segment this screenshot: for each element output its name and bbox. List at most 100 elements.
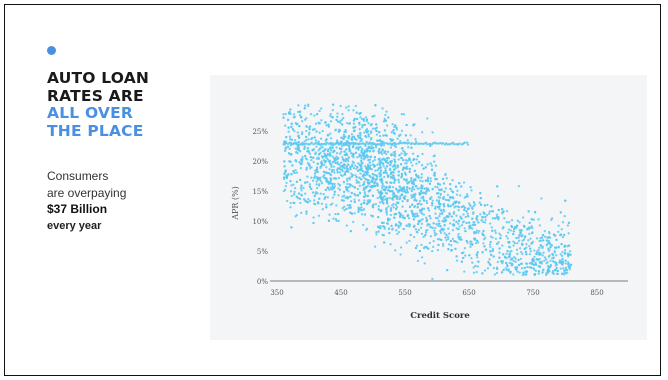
scatter-point [302, 186, 305, 190]
scatter-point [508, 252, 511, 256]
scatter-point [342, 116, 345, 120]
scatter-point [518, 247, 522, 250]
scatter-point [327, 148, 330, 151]
scatter-point [380, 152, 384, 156]
scatter-point [554, 234, 557, 237]
scatter-point [382, 198, 385, 202]
scatter-point [483, 204, 487, 207]
scatter-point [512, 232, 515, 236]
scatter-point [398, 189, 401, 192]
scatter-point [360, 206, 363, 209]
scatter-point [356, 194, 360, 197]
scatter-point [426, 246, 429, 250]
scatter-point [385, 165, 389, 168]
scatter-point [541, 271, 544, 274]
scatter-point [527, 239, 530, 242]
scatter-point [438, 214, 441, 218]
scatter-point [391, 171, 394, 174]
scatter-point [433, 154, 436, 157]
scatter-point [343, 205, 346, 208]
scatter-point [348, 185, 351, 188]
scatter-point [405, 180, 408, 183]
scatter-point [331, 160, 335, 164]
scatter-point [369, 189, 372, 192]
scatter-point [505, 209, 509, 213]
scatter-point [337, 182, 340, 186]
scatter-point [374, 127, 377, 130]
scatter-point [347, 109, 350, 112]
scatter-point [444, 187, 447, 190]
scatter-point [530, 218, 533, 221]
scatter-point [479, 203, 483, 206]
scatter-point [312, 156, 315, 159]
scatter-point [413, 193, 416, 197]
scatter-point [422, 167, 425, 170]
scatter-point [356, 165, 359, 169]
scatter-point [414, 246, 418, 250]
scatter-point [405, 188, 409, 191]
scatter-point [483, 221, 487, 224]
scatter-point [421, 152, 424, 156]
scatter-point [374, 202, 378, 206]
scatter-point [345, 167, 348, 170]
scatter-point [546, 269, 549, 273]
scatter-point [356, 156, 359, 159]
scatter-point [349, 204, 352, 207]
scatter-point [305, 135, 308, 139]
scatter-point [338, 163, 341, 166]
scatter-point [540, 236, 544, 239]
scatter-point [359, 192, 362, 195]
scatter-point [444, 198, 447, 201]
scatter-point [400, 172, 404, 175]
scatter-point [374, 146, 378, 149]
scatter-point [293, 115, 296, 119]
scatter-point [310, 176, 313, 179]
scatter-point [420, 212, 424, 215]
scatter-point [315, 130, 318, 133]
scatter-point [525, 243, 528, 246]
scatter-point [457, 208, 460, 212]
scatter-point [287, 126, 290, 129]
scatter-point [315, 141, 318, 144]
scatter-point [360, 154, 363, 158]
scatter-point [496, 185, 499, 188]
scatter-point [381, 182, 384, 186]
scatter-point [356, 187, 360, 191]
scatter-point [429, 162, 432, 165]
scatter-point [321, 156, 325, 159]
scatter-point [411, 186, 414, 189]
scatter-point [355, 111, 358, 114]
scatter-point [307, 198, 310, 201]
scatter-point [316, 162, 319, 165]
scatter-point [386, 156, 389, 160]
scatter-point [348, 176, 351, 180]
scatter-point [551, 253, 555, 256]
scatter-point [460, 185, 463, 188]
scatter-point [554, 246, 557, 249]
scatter-point [561, 260, 565, 264]
scatter-point [541, 246, 544, 250]
scatter-point [351, 185, 355, 188]
scatter-point [405, 241, 408, 244]
scatter-point [397, 226, 400, 229]
scatter-point [490, 226, 493, 229]
scatter-point [406, 191, 409, 194]
scatter-point [451, 190, 455, 194]
scatter-point [439, 225, 442, 228]
scatter-point [394, 164, 397, 168]
scatter-point [403, 216, 406, 220]
scatter-point [306, 162, 310, 165]
scatter-point [548, 241, 551, 245]
scatter-point [435, 192, 439, 195]
scatter-point [514, 260, 517, 263]
scatter-point [384, 160, 388, 163]
scatter-point [440, 238, 443, 242]
scatter-point [398, 154, 401, 157]
scatter-point [466, 241, 469, 244]
scatter-point [300, 211, 303, 215]
scatter-point [431, 202, 434, 205]
scatter-point [423, 245, 426, 249]
scatter-point [290, 173, 293, 176]
scatter-point [318, 147, 322, 150]
scatter-point [380, 142, 384, 145]
